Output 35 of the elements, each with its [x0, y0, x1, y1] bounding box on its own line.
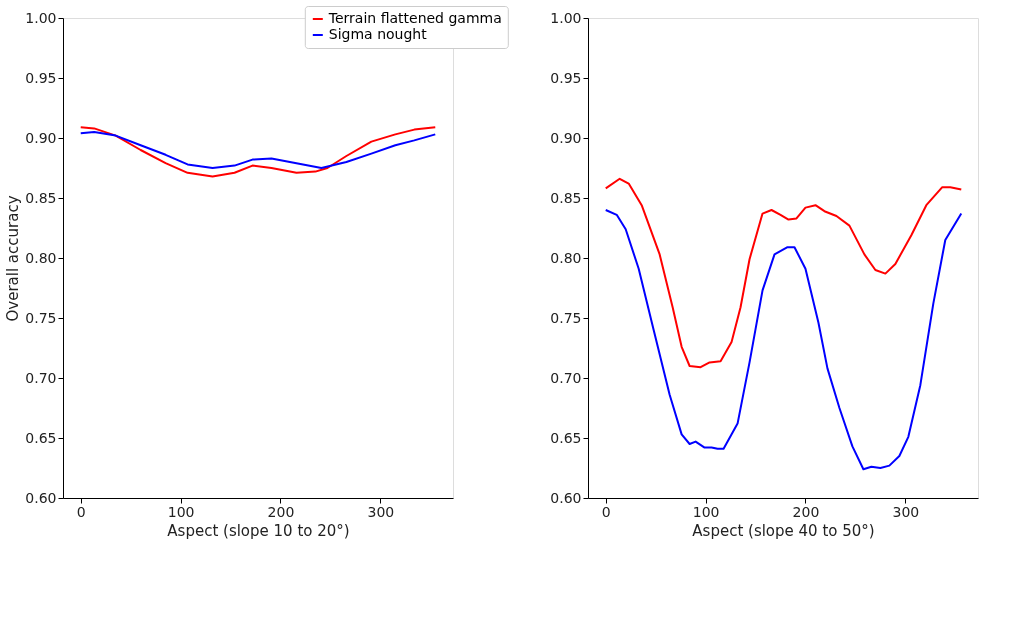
- line-series: [604, 209, 963, 471]
- y-tick-label: 0.70: [25, 369, 57, 386]
- y-tick-label: 1.00: [25, 9, 57, 26]
- y-tick-label: 0.65: [550, 429, 582, 446]
- y-tick-label: 0.95: [25, 69, 57, 86]
- y-tick-label: 0.75: [25, 309, 57, 326]
- line-series: [604, 177, 963, 369]
- y-tick-label: 0.95: [550, 69, 582, 86]
- line-series: [79, 131, 437, 169]
- y-tick-label: 0.90: [550, 129, 582, 146]
- y-tick-label: 1.00: [550, 9, 582, 26]
- y-tick-label: 0.90: [25, 129, 57, 146]
- y-tick-label: 0.80: [550, 249, 582, 266]
- x-axis-title: Aspect (slope 40 to 50°): [692, 521, 875, 540]
- legend-label: Terrain flattened gamma: [327, 10, 502, 26]
- x-tick-label: 0: [76, 503, 86, 520]
- x-axis-title: Aspect (slope 10 to 20°): [167, 521, 350, 540]
- y-tick-label: 0.85: [550, 189, 582, 206]
- x-tick-label: 300: [367, 503, 395, 520]
- y-tick-label: 0.60: [550, 489, 582, 506]
- y-tick-label: 0.75: [550, 309, 582, 326]
- x-tick-label: 100: [167, 503, 195, 520]
- x-tick-label: 200: [267, 503, 295, 520]
- x-tick-label: 200: [792, 503, 820, 520]
- x-tick-label: 100: [692, 503, 720, 520]
- y-tick-label: 0.65: [25, 429, 57, 446]
- y-tick-label: 0.60: [25, 489, 57, 506]
- x-tick-label: 0: [601, 503, 611, 520]
- y-tick-label: 0.85: [25, 189, 57, 206]
- y-axis-title: Overall accuracy: [4, 195, 23, 322]
- y-tick-label: 0.80: [25, 249, 57, 266]
- y-tick-label: 0.70: [550, 369, 582, 386]
- legend-label: Sigma nought: [328, 26, 428, 42]
- x-tick-label: 300: [892, 503, 920, 520]
- line-series: [79, 126, 437, 178]
